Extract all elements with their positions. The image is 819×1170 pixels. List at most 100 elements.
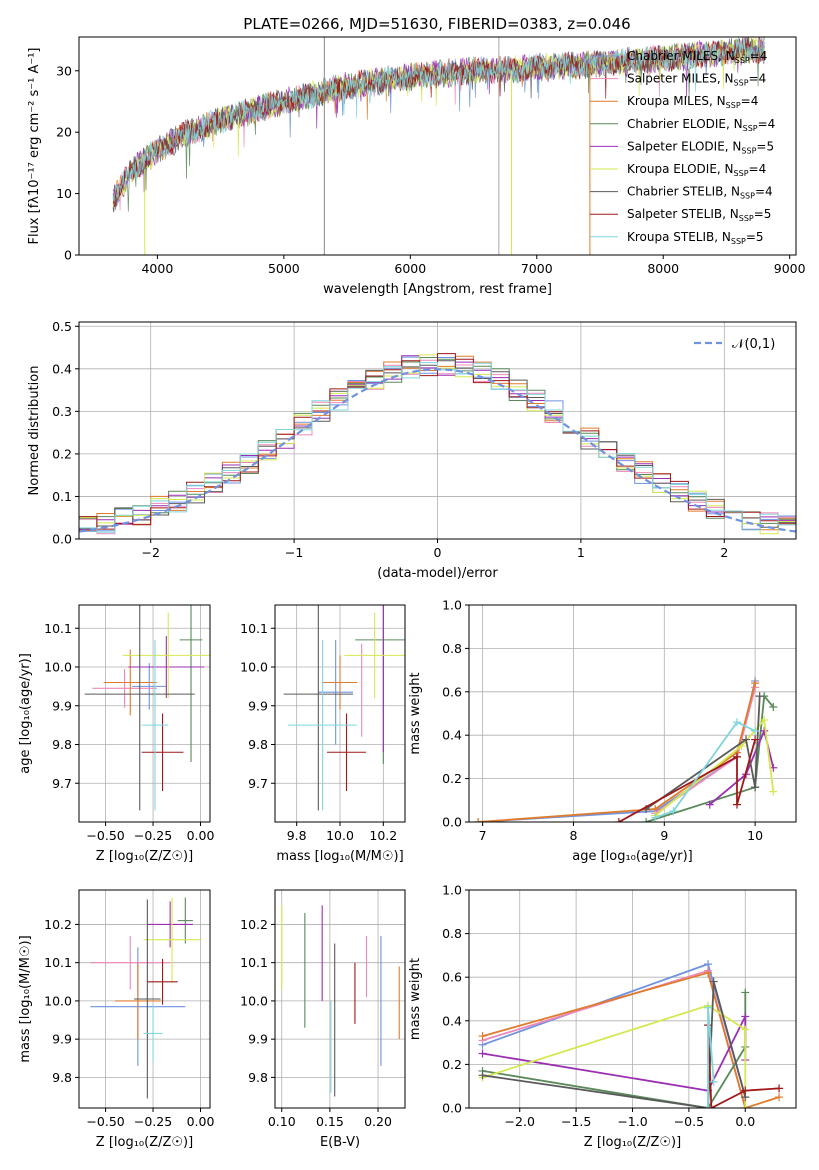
y-tick-label: 0.5 bbox=[52, 319, 72, 334]
mass-weight-marker bbox=[478, 1032, 487, 1041]
mass-weight-marker bbox=[651, 813, 660, 822]
x-axis-label: Z [log₁₀(Z/Z☉)] bbox=[96, 1135, 193, 1150]
mass-weight-marker bbox=[751, 783, 760, 792]
spectrum-line bbox=[112, 37, 765, 202]
axes-frame bbox=[78, 889, 211, 1109]
plot-content bbox=[474, 676, 778, 822]
y-tick-label: 0.4 bbox=[52, 361, 72, 376]
mass-weight-marker bbox=[478, 1071, 487, 1080]
x-tick-label: 6000 bbox=[394, 261, 426, 276]
mass-weight-marker bbox=[705, 800, 714, 809]
mass-weight-marker bbox=[474, 818, 483, 822]
legend-label: Chabrier STELIB, NSSP=4 bbox=[627, 185, 773, 201]
y-tick-label: 10.2 bbox=[44, 917, 72, 932]
y-tick-label: 10.2 bbox=[240, 917, 268, 932]
spectrum-line bbox=[112, 37, 765, 213]
mass-weight-marker bbox=[614, 818, 623, 822]
x-tick-label: 4000 bbox=[141, 261, 173, 276]
normal-curve bbox=[79, 368, 796, 533]
mass-weight-marker bbox=[478, 1049, 487, 1058]
mass-vs-EBV-panel: 0.10 0.15 0.20 9.8 9.9 10.0 10.1 10.2 E(B-V) bbox=[240, 889, 406, 1150]
y-tick-label: 10.1 bbox=[240, 955, 268, 970]
x-tick-label: 0.10 bbox=[268, 1114, 296, 1129]
y-axis-label: Normed distribution bbox=[27, 366, 42, 496]
mass-weight-marker bbox=[709, 977, 718, 986]
y-tick-label: 0.2 bbox=[442, 1057, 462, 1072]
plot-content bbox=[478, 960, 784, 1108]
legend-label: Salpeter ELODIE, NSSP=5 bbox=[627, 139, 774, 155]
y-tick-label: 0.6 bbox=[442, 970, 462, 985]
mass-weight-line bbox=[482, 1004, 747, 1108]
mass-weight-marker bbox=[760, 726, 769, 735]
plot-content bbox=[84, 605, 210, 811]
y-axis-label: mass weight bbox=[408, 958, 423, 1040]
residual-histogram-panel: 𝒩(0,1) −2 −1 0 1 2 0.0 0.1 0.2 0.3 0.4 0.5 (data-mod… bbox=[27, 319, 797, 581]
y-tick-label: 10.1 bbox=[44, 955, 72, 970]
legend-label: Chabrier MILES, NSSP=4 bbox=[627, 49, 767, 65]
y-axis-label: mass [log₁₀(M/M☉)] bbox=[18, 935, 33, 1062]
mass-weight-marker bbox=[751, 726, 760, 735]
x-tick-label: 9.8 bbox=[287, 828, 307, 843]
plot-content bbox=[79, 353, 796, 535]
y-tick-label: 30 bbox=[56, 63, 72, 78]
mass-vs-Z-panel: −0.50 −0.25 0.00 9.8 9.9 10.0 10.1 10.2 Z [log₁₀… bbox=[18, 889, 215, 1150]
y-tick-label: 0.6 bbox=[442, 684, 462, 699]
age-vs-Z-panel: −0.50 −0.25 0.00 9.7 9.8 9.9 10.0 10.1 Z [log₁₀(… bbox=[18, 604, 214, 864]
y-tick-label: 0.1 bbox=[52, 489, 72, 504]
mass-weight-line bbox=[654, 717, 775, 817]
y-tick-label: 0.8 bbox=[442, 641, 462, 656]
x-axis-label: Z [log₁₀(Z/Z☉)] bbox=[584, 1135, 681, 1150]
x-tick-label: −2 bbox=[141, 545, 159, 560]
mass-weight-marker bbox=[742, 735, 751, 744]
x-axis-label: E(B-V) bbox=[320, 1135, 360, 1150]
y-tick-label: 10.1 bbox=[240, 621, 268, 636]
mass-weight-marker bbox=[704, 1003, 713, 1012]
y-tick-label: 0 bbox=[64, 248, 72, 263]
y-tick-label: 9.8 bbox=[248, 737, 268, 752]
plot-content bbox=[283, 605, 405, 811]
mass-weight-line bbox=[645, 696, 761, 810]
x-axis-label: wavelength [Angstrom, rest frame] bbox=[323, 282, 552, 297]
x-tick-label: −0.25 bbox=[134, 1114, 172, 1129]
y-tick-label: 9.8 bbox=[52, 737, 72, 752]
legend-label: Kroupa STELIB, NSSP=5 bbox=[627, 230, 764, 246]
y-tick-label: 1.0 bbox=[442, 598, 462, 613]
y-tick-label: 20 bbox=[56, 125, 72, 140]
x-tick-label: 8 bbox=[569, 828, 577, 843]
x-axis-label: mass [log₁₀(M/M☉)] bbox=[276, 849, 403, 864]
x-tick-label: −0.25 bbox=[134, 828, 172, 843]
x-tick-label: 0.0 bbox=[735, 1114, 755, 1129]
plot-content bbox=[112, 37, 765, 255]
x-tick-label: 0.20 bbox=[364, 1114, 392, 1129]
y-tick-label: 9.7 bbox=[248, 776, 268, 791]
mass-weight-line bbox=[482, 971, 780, 1108]
mass-weight-marker bbox=[669, 807, 678, 816]
x-axis-label: Z [log₁₀(Z/Z☉)] bbox=[96, 849, 193, 864]
y-tick-label: 0.0 bbox=[442, 1101, 462, 1116]
mass-weight-marker bbox=[741, 988, 750, 997]
mass-weight-marker bbox=[741, 1025, 750, 1034]
x-tick-label: 0.00 bbox=[187, 1114, 215, 1129]
y-tick-label: 10.0 bbox=[44, 993, 72, 1008]
mass-weight-vs-Z-panel: −2.0 −1.5 −1.0 −0.5 0.0 0.0 0.2 0.4 0.6 0.8 1.0 Z [… bbox=[408, 883, 797, 1150]
mass-weight-vs-age-panel: 7 8 9 10 0.0 0.2 0.4 0.6 0.8 1.0 age [log₁₀(age/yr… bbox=[408, 598, 797, 864]
mass-weight-marker bbox=[704, 968, 713, 977]
y-axis-label: Flux [fλ10⁻¹⁷ erg cm⁻² s⁻¹ A⁻¹] bbox=[27, 48, 42, 245]
x-tick-label: 10.0 bbox=[326, 828, 354, 843]
mass-weight-marker bbox=[741, 1012, 750, 1021]
mass-weight-marker bbox=[732, 800, 741, 809]
axes-frame bbox=[274, 889, 406, 1109]
y-axis-label: mass weight bbox=[408, 672, 423, 754]
spectrum-panel: Chabrier MILES, NSSP=4 Salpeter MILES, NS… bbox=[27, 36, 806, 297]
y-tick-label: 9.9 bbox=[52, 698, 72, 713]
y-tick-label: 0.3 bbox=[52, 404, 72, 419]
x-tick-label: −1.0 bbox=[617, 1114, 647, 1129]
x-tick-label: −2.0 bbox=[505, 1114, 535, 1129]
y-tick-label: 0.2 bbox=[442, 771, 462, 786]
x-tick-label: 10 bbox=[747, 828, 763, 843]
mass-weight-line bbox=[707, 1025, 780, 1108]
y-tick-label: 9.9 bbox=[52, 1032, 72, 1047]
legend-label: Kroupa MILES, NSSP=4 bbox=[627, 94, 758, 110]
mass-weight-marker bbox=[775, 1093, 784, 1102]
